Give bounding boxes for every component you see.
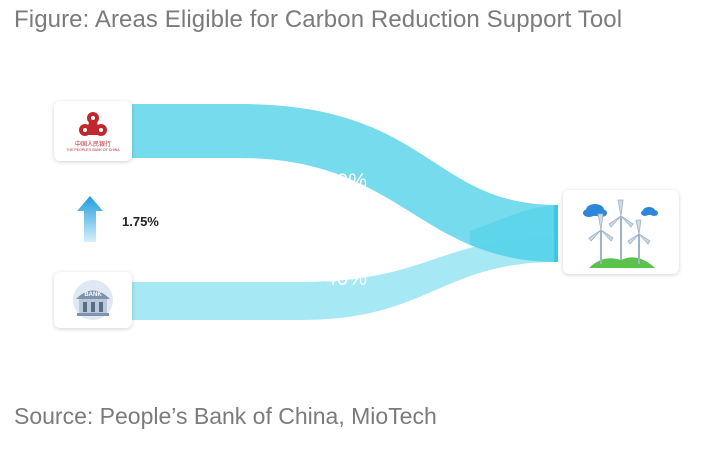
- flow-band-60: [132, 104, 557, 262]
- up-arrow-icon: [77, 196, 103, 242]
- wind-turbines-icon: [583, 199, 658, 268]
- bank-card: BANK: [54, 272, 132, 328]
- flow-band-40: [132, 237, 557, 320]
- flow-overlap: [470, 205, 557, 262]
- figure-source: Source: People’s Bank of China, MioTech: [14, 403, 437, 429]
- top-flow-share: 60%: [325, 170, 368, 193]
- pboc-english-name: THE PEOPLE'S BANK OF CHINA: [66, 148, 120, 152]
- bottom-flow-share: 40%: [325, 267, 368, 290]
- cloud-icon: [583, 204, 607, 217]
- rate-label: 1.75%: [122, 214, 159, 229]
- cloud-icon: [641, 207, 658, 216]
- bank-sign-text: BANK: [84, 292, 102, 298]
- bank-building-icon: BANK: [73, 280, 113, 320]
- wind-turbines-card: [563, 190, 679, 274]
- pboc-chinese-name: 中国人民银行: [74, 142, 111, 148]
- pboc-logo-card: 中国人民银行 THE PEOPLE'S BANK OF CHINA: [54, 101, 132, 161]
- flow-target-edge: [554, 205, 558, 262]
- figure-title: Figure: Areas Eligible for Carbon Reduct…: [14, 6, 623, 33]
- pboc-logo-icon: [79, 112, 107, 136]
